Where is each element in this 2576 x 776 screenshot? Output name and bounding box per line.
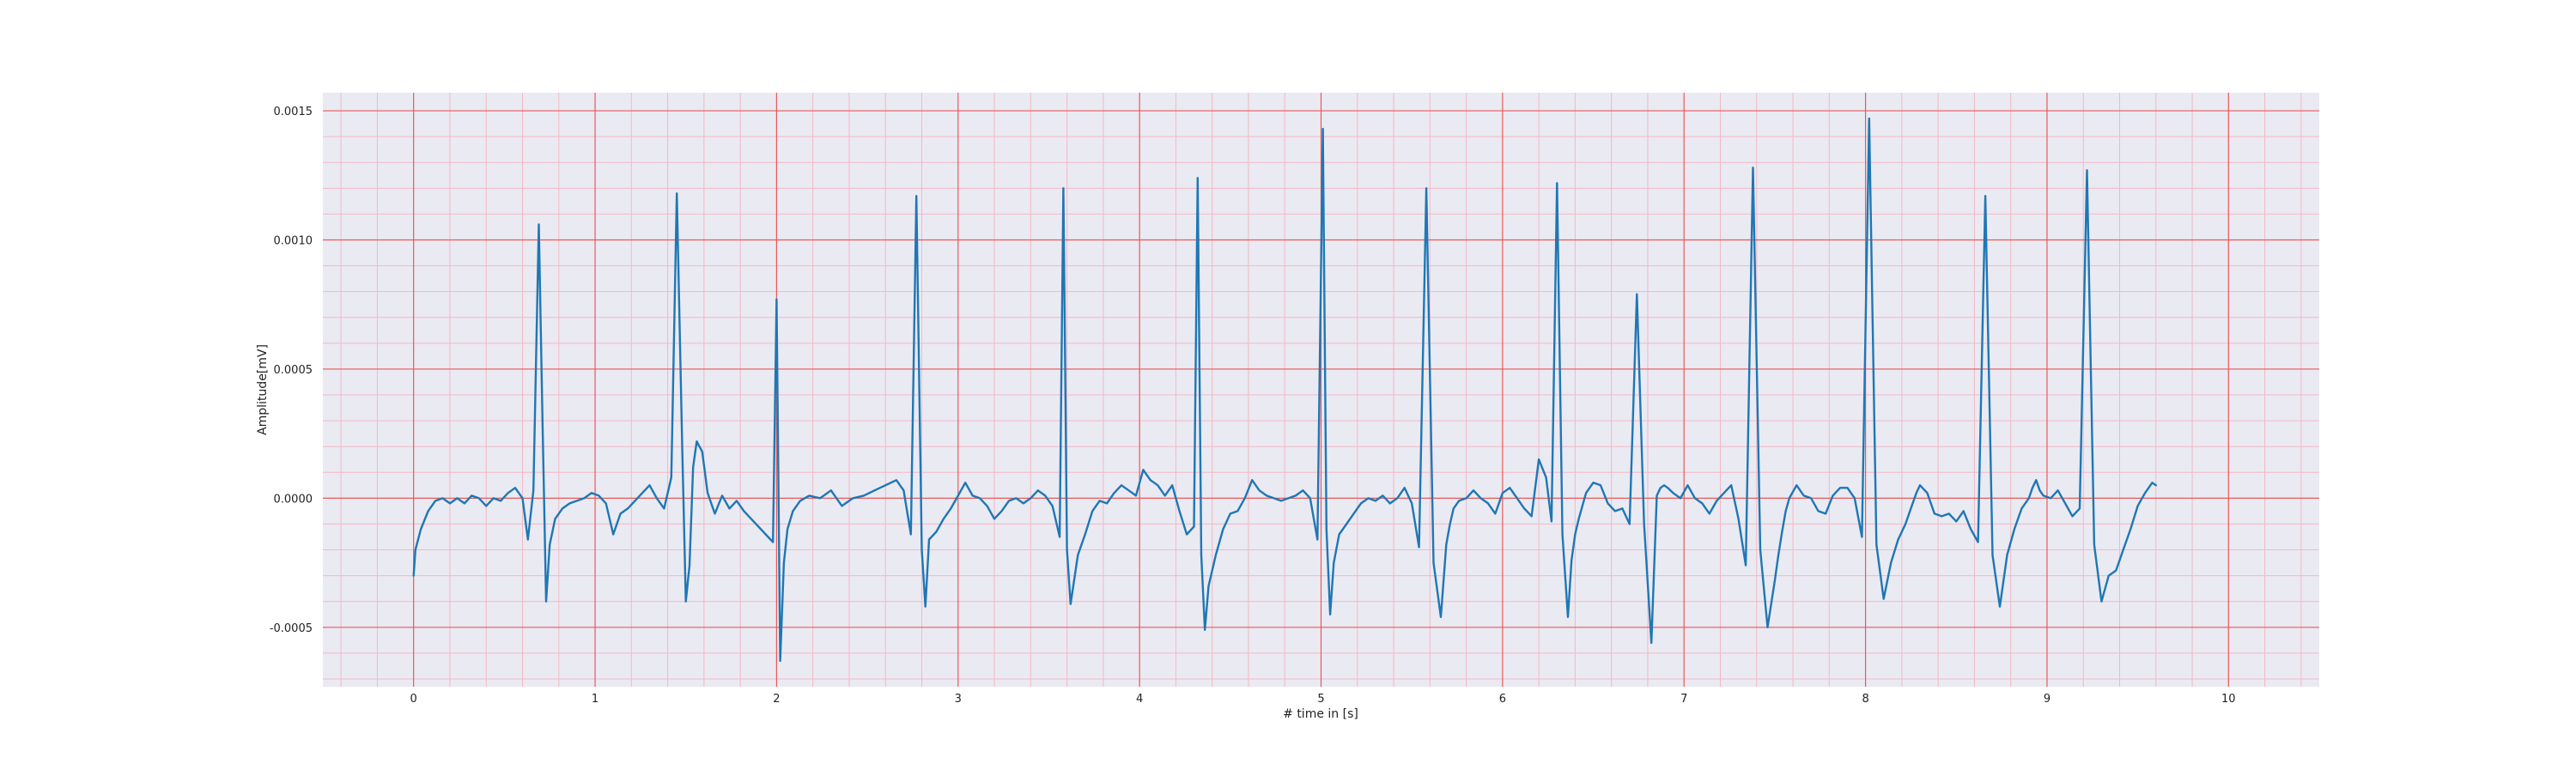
x-tick-label: 2 (773, 693, 780, 706)
x-axis-ticks: 0 1 2 3 4 5 6 7 8 9 10 (410, 693, 2236, 706)
series-line-ecg (412, 117, 2158, 663)
x-tick-label: 3 (955, 693, 962, 706)
x-tick-label: 8 (1862, 693, 1868, 706)
y-axis-label: Amplitude[mV] (256, 344, 270, 435)
x-tick-label: 10 (2221, 693, 2236, 706)
y-tick-label: 0.0015 (274, 106, 313, 118)
x-tick-label: 0 (410, 693, 417, 706)
y-axis-ticks: -0.0005 0.0000 0.0005 0.0010 0.0015 (270, 106, 313, 635)
x-tick-label: 7 (1680, 693, 1687, 706)
y-tick-label: 0.0005 (274, 364, 313, 377)
y-tick-label: 0.0000 (274, 493, 313, 506)
x-tick-label: 4 (1136, 693, 1143, 706)
x-tick-label: 1 (592, 693, 598, 706)
x-tick-label: 9 (2044, 693, 2050, 706)
x-tick-label: 5 (1317, 693, 1324, 706)
series-layer (412, 117, 2158, 663)
x-axis-label: # time in [s] (1283, 707, 1358, 721)
x-tick-label: 6 (1499, 693, 1506, 706)
y-tick-label: -0.0005 (270, 622, 313, 635)
y-tick-label: 0.0010 (274, 234, 313, 247)
